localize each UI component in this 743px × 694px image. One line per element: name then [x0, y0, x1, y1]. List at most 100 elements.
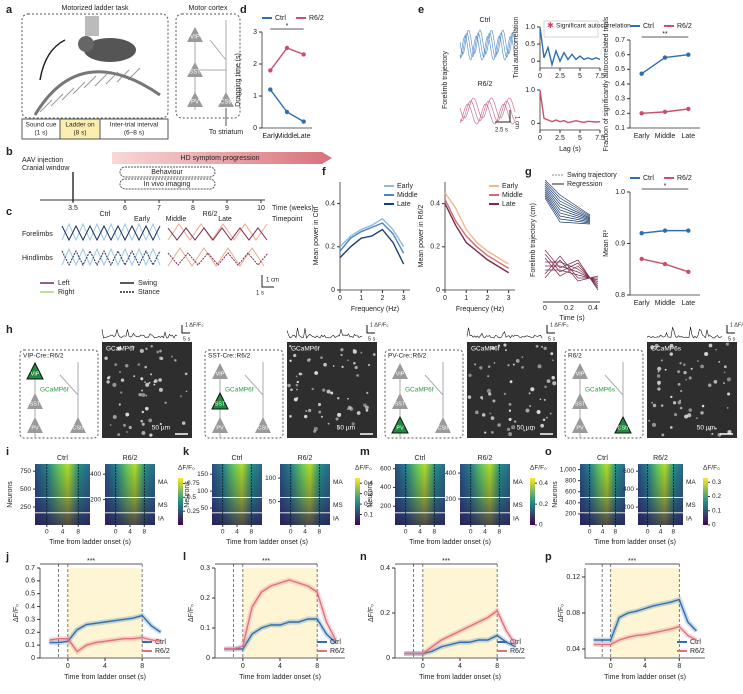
cell-spot [657, 366, 662, 371]
cell-spot [539, 398, 542, 401]
phase-box [119, 166, 216, 178]
cell-spot [651, 422, 657, 427]
y-tick-label: 0.3 [200, 565, 210, 572]
significance: ** [662, 31, 668, 38]
y-tick-label: 600 [380, 465, 391, 472]
cell-spot [179, 395, 182, 398]
cell-spot [488, 392, 492, 396]
series-line [224, 579, 337, 650]
label: PV [576, 425, 584, 431]
x-tick-label: 1 [464, 295, 468, 302]
cell-spot [657, 380, 661, 385]
x-tick-label: 8 [614, 529, 618, 536]
label: 7 [157, 205, 161, 212]
cell-spot [537, 364, 542, 369]
x-tick-label: 0 [609, 663, 613, 670]
label: GCaMP6f [225, 387, 254, 394]
x-tick-label: Late [297, 133, 311, 140]
colorbar-tick-label: 0.1 [712, 507, 721, 514]
y-tick-label: 150 [197, 471, 208, 478]
cell-spot [349, 406, 354, 411]
trajectory [459, 29, 516, 55]
label: 8 [191, 205, 195, 212]
cell-spot [530, 387, 535, 392]
neuron [614, 415, 632, 434]
legend-label: Middle [397, 192, 418, 199]
legend-label: Ctrl [330, 639, 341, 646]
schematic-box [564, 349, 644, 439]
panel-label: f [322, 166, 326, 178]
cell-spot [308, 358, 311, 361]
cell-spot [711, 432, 714, 435]
x-tick-label: 8 [315, 663, 319, 670]
cell-spot [509, 380, 513, 384]
cell-spot [295, 383, 299, 387]
x-tick-label: 0 [443, 295, 447, 302]
x-tick-label: 4 [418, 529, 422, 536]
y-tick-label: 3 [253, 29, 257, 36]
y-axis-label: Mean power in Ctrl [313, 206, 320, 265]
cell-spot [131, 345, 134, 348]
group-label: MS [686, 502, 696, 509]
cell-spot [354, 365, 358, 370]
colorbar-tick-label: 0.4 [539, 480, 548, 487]
label: 9 [225, 205, 229, 212]
label: Cranial window [22, 165, 70, 172]
panel-label: b [6, 146, 13, 158]
y-axis-label: Neurons [7, 481, 14, 508]
colorbar-label: ΔF/F₀ [355, 465, 372, 472]
significance: * [664, 183, 667, 190]
y-tick-label: 0.2 [615, 110, 625, 117]
series-line [269, 89, 305, 123]
cell-spot [683, 363, 686, 366]
significance: *** [628, 558, 636, 565]
cell-spot [486, 388, 491, 393]
x-tick-label: 8 [497, 529, 501, 536]
cell-spot [145, 382, 150, 387]
y-tick-label: 50 [269, 498, 277, 505]
series-line [444, 198, 510, 269]
axes [629, 192, 700, 296]
panel-label: a [6, 4, 13, 16]
cell-spot [289, 414, 292, 418]
cell-spot [335, 417, 339, 421]
label: Inter-trial interval [110, 122, 159, 129]
label: Early [134, 216, 150, 223]
cell-spot [467, 395, 472, 399]
label: VIP [190, 35, 200, 41]
gait-trace [167, 252, 269, 266]
trajectory [544, 195, 591, 224]
group-label: IA [333, 516, 340, 523]
cell-spot [531, 428, 533, 431]
cell-spot [141, 431, 146, 435]
trace-scale [726, 325, 735, 334]
y-tick-label: 0 [386, 655, 390, 662]
label: Behaviour [151, 169, 183, 176]
colorbar-label: ΔF/F₀ [178, 465, 195, 472]
legend-label: R6/2 [677, 23, 692, 30]
cell-spot [106, 380, 110, 384]
cell-spot [723, 382, 725, 384]
cell-spot [503, 392, 506, 395]
label: Right [58, 289, 74, 296]
x-tick-label: 8 [432, 529, 436, 536]
label: CStr [220, 100, 232, 106]
cell-spot [679, 406, 683, 410]
trajectory [545, 265, 599, 283]
y-axis-label: ΔF/F₀ [188, 604, 195, 622]
panel-label: n [360, 551, 367, 563]
cell-spot [481, 413, 486, 417]
cell-spot [120, 378, 125, 382]
cell-spot [144, 406, 149, 411]
x-axis-label: Time from ladder onset (s) [604, 674, 686, 681]
colorbar-tick-label: 0.2 [539, 501, 548, 508]
panel-label: k [183, 446, 190, 458]
point [301, 52, 306, 57]
neuron [392, 393, 408, 409]
cell-spot [708, 343, 713, 348]
y-tick-label: 100 [197, 488, 208, 495]
cell-spot [726, 377, 731, 382]
y-tick-label: 0.1 [25, 642, 35, 649]
ladder-rung [72, 81, 86, 95]
point [686, 269, 691, 275]
